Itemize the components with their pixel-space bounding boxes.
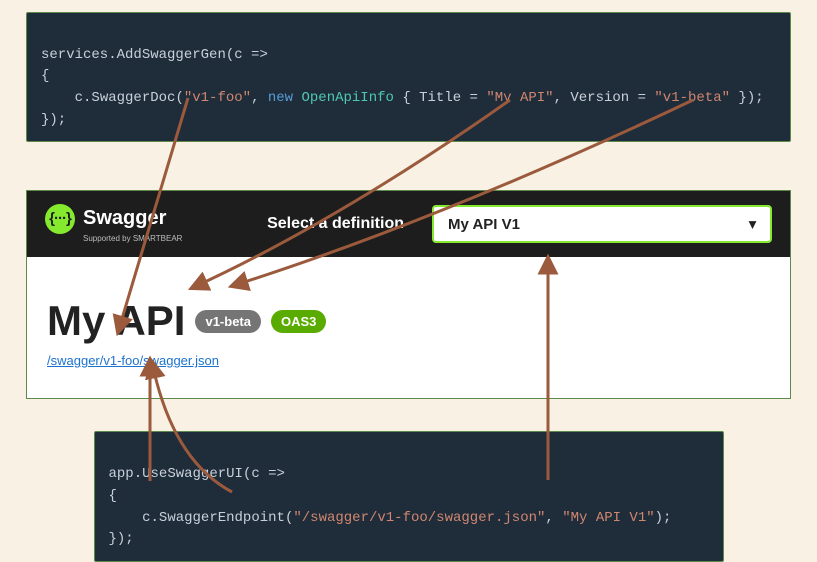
- code-line: {: [109, 488, 117, 504]
- definition-select[interactable]: My API V1 ▾: [432, 205, 772, 243]
- api-title: My API: [47, 297, 185, 345]
- code-line: {: [41, 68, 49, 84]
- definition-select-value: My API V1: [448, 216, 520, 233]
- code-block-add-swaggergen: services.AddSwaggerGen(c => { c.SwaggerD…: [26, 12, 791, 142]
- swagger-ui-card: {···} Swagger Supported by SMARTBEAR Sel…: [26, 190, 791, 399]
- code-line: c.SwaggerDoc("v1-foo", new OpenApiInfo {…: [41, 90, 764, 106]
- swagger-json-link[interactable]: /swagger/v1-foo/swagger.json: [47, 353, 219, 368]
- swagger-smartbear-text: Supported by SMARTBEAR: [83, 234, 182, 243]
- code-line: });: [41, 112, 66, 128]
- code-line: });: [109, 531, 134, 547]
- code-line: c.SwaggerEndpoint("/swagger/v1-foo/swagg…: [109, 510, 672, 526]
- api-title-row: My API v1-beta OAS3: [47, 297, 770, 345]
- swagger-header: {···} Swagger Supported by SMARTBEAR Sel…: [27, 191, 790, 257]
- swagger-body: My API v1-beta OAS3 /swagger/v1-foo/swag…: [27, 257, 790, 398]
- chevron-down-icon: ▾: [749, 216, 756, 233]
- swagger-logo: {···} Swagger Supported by SMARTBEAR: [45, 204, 182, 245]
- swagger-logo-text: Swagger: [83, 207, 166, 230]
- code-line: app.UseSwaggerUI(c =>: [109, 466, 285, 482]
- code-line: services.AddSwaggerGen(c =>: [41, 47, 268, 63]
- version-badge: v1-beta: [195, 310, 261, 333]
- swagger-logo-icon: {···}: [45, 204, 75, 234]
- select-definition-label: Select a definition: [267, 215, 404, 233]
- code-block-use-swaggerui: app.UseSwaggerUI(c => { c.SwaggerEndpoin…: [94, 431, 724, 561]
- oas-badge: OAS3: [271, 310, 326, 333]
